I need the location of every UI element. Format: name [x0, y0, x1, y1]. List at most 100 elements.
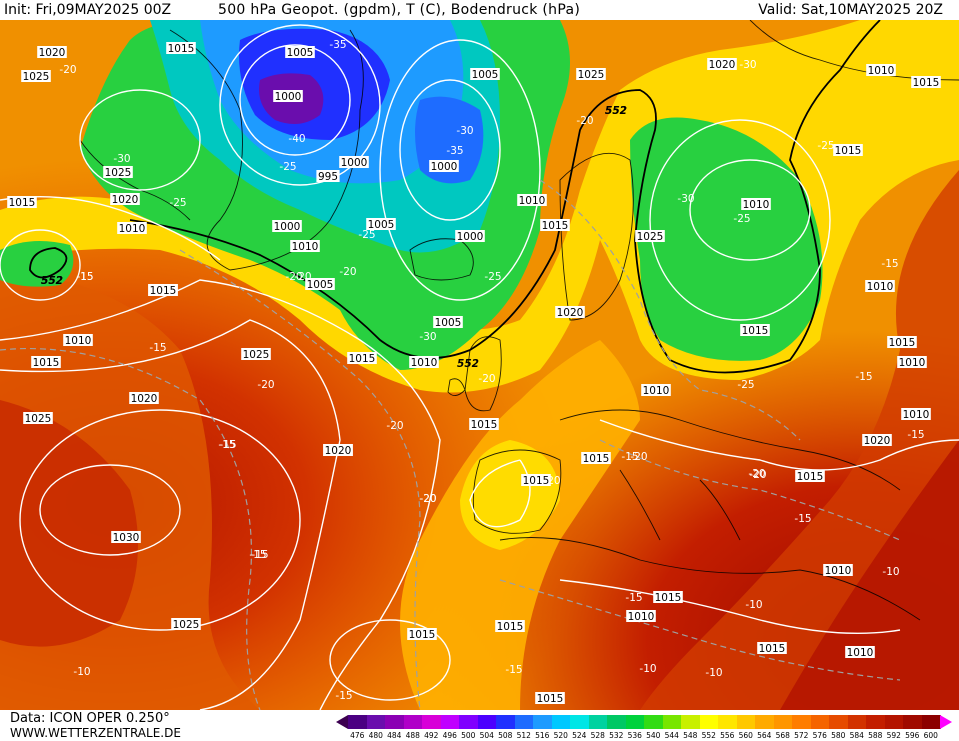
legend-swatch	[533, 715, 552, 729]
isobar-label: 1025	[25, 413, 52, 425]
legend-value-label: 596	[905, 731, 920, 740]
temperature-label: -20	[749, 469, 766, 481]
isobar-label-box	[409, 356, 439, 368]
legend-value-label: 512	[516, 731, 531, 740]
isobar-label-box	[111, 531, 141, 543]
legend-swatch	[847, 715, 867, 729]
isobar-label-box	[833, 144, 863, 156]
valid-time: Valid: Sat,10MAY2025 20Z	[758, 2, 943, 18]
isotherm-20	[179, 249, 421, 711]
legend-value-label: 520	[553, 731, 568, 740]
legend-value-label: 544	[664, 731, 679, 740]
isobar-label: 1020	[112, 194, 139, 206]
north-africa-coast	[499, 537, 921, 621]
legend-swatch	[514, 715, 534, 729]
isobar-label-box	[470, 68, 500, 80]
legend-value-label: 560	[738, 731, 753, 740]
iberia-coast	[472, 449, 562, 534]
isobar-label: 1015	[583, 453, 610, 465]
isobar-label-box	[339, 156, 369, 168]
temperature-label: -20	[419, 493, 436, 505]
legend-swatch	[755, 715, 774, 729]
geopotential-label: 552	[605, 105, 627, 117]
isobar-label: 1010	[628, 611, 655, 623]
isobar-label-box	[23, 412, 53, 424]
temperature-label: -25	[733, 213, 750, 225]
isobar-1025-nw	[79, 89, 201, 191]
legend-value-label: 576	[812, 731, 827, 740]
isobar-1010-africa	[559, 579, 901, 635]
isobar-label: 1015	[150, 285, 177, 297]
legend-value-label: 588	[868, 731, 883, 740]
temperature-label: -35	[446, 145, 463, 157]
isobar-label: 1015	[497, 621, 524, 633]
isobar-label-box	[897, 356, 927, 368]
data-source: Data: ICON OPER 0.250°	[10, 711, 170, 726]
isobar-label: 1025	[243, 349, 270, 361]
italy-coast	[619, 469, 661, 541]
isobar-label: 1015	[409, 629, 436, 641]
isobar-label-box	[540, 219, 570, 231]
legend-swatch	[681, 715, 700, 729]
isobar-label: 1015	[655, 592, 682, 604]
isobar-label-box	[31, 356, 61, 368]
isobar-label-box	[795, 470, 825, 482]
color-legend: 476 480 484 488 492 496 500 504 508 512 516 520 524 5…	[336, 712, 958, 741]
isobar-label: 1015	[797, 471, 824, 483]
isotherm-25-e	[539, 179, 801, 441]
isobar-label-box	[433, 316, 463, 328]
isobar-1000-low	[239, 44, 351, 156]
isobar-label: 1025	[637, 231, 664, 243]
isobar-label-box	[517, 194, 547, 206]
isobar-label-box	[741, 198, 771, 210]
isobar-label: 1010	[643, 385, 670, 397]
isobar-label-box	[865, 280, 895, 292]
isobar-label-box	[273, 90, 303, 102]
temperature-label: -10	[882, 566, 899, 578]
temperature-label: -25	[817, 140, 834, 152]
temperature-label: -15	[218, 439, 235, 451]
legend-swatch	[570, 715, 589, 729]
isobar-label-box	[707, 58, 737, 70]
temperature-label: -30	[739, 59, 756, 71]
isobar-label: 1020	[39, 47, 66, 59]
legend-swatch	[366, 715, 386, 729]
legend-value-label: 568	[775, 731, 790, 740]
geopotential-552-contour	[29, 19, 881, 374]
legend-value-label: 500	[461, 731, 476, 740]
isobar-label-box	[21, 70, 51, 82]
isobar-label-box	[576, 68, 606, 80]
legend-value-label: 572	[794, 731, 809, 740]
legend-swatch	[607, 715, 626, 729]
isobar-label-box	[845, 646, 875, 658]
isobar-label-box	[555, 306, 585, 318]
isobar-label: 1000	[341, 157, 368, 169]
isobar-label: 1010	[847, 647, 874, 659]
isobar-label: 1030	[113, 532, 140, 544]
isobar-label-box	[635, 230, 665, 242]
scandinavia-coast	[559, 152, 634, 321]
temperature-label: -20	[478, 373, 495, 385]
header-bar: Init: Fri,09MAY2025 00Z 500 hPa Geopot. …	[0, 0, 959, 20]
isobar-label-box	[37, 46, 67, 58]
geopotential-label: 552	[457, 358, 479, 370]
isobar-1025	[19, 409, 301, 631]
isobar-label: 1020	[131, 393, 158, 405]
isobar-label-box	[455, 230, 485, 242]
legend-swatch	[403, 715, 423, 729]
temperature-label: -20	[285, 271, 302, 283]
isobar-label-box	[407, 628, 437, 640]
isobars	[0, 24, 959, 711]
isobar-label-box	[581, 452, 611, 464]
isobar-label-box	[653, 591, 683, 603]
isobar-label: 1020	[557, 307, 584, 319]
legend-swatch	[496, 715, 515, 729]
isobar-label: 1015	[742, 325, 769, 337]
temperature-labels: -20-35-30-30-40-35-25-30-25-25-20-15-25-…	[59, 39, 924, 702]
temperature-label: -30	[456, 125, 473, 137]
legend-swatch	[773, 715, 793, 729]
legend-swatch	[588, 715, 608, 729]
isobar-label-box	[103, 166, 133, 178]
